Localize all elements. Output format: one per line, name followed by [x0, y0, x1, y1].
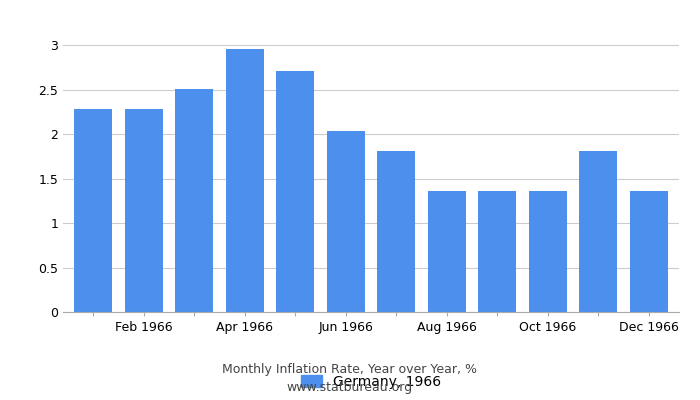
Bar	[580, 151, 617, 312]
Bar	[428, 191, 466, 312]
Bar	[226, 49, 264, 312]
Bar	[327, 131, 365, 312]
Bar	[276, 71, 314, 312]
Bar	[175, 89, 214, 312]
Bar	[528, 191, 567, 312]
Text: www.statbureau.org: www.statbureau.org	[287, 382, 413, 394]
Bar	[630, 191, 668, 312]
Bar	[377, 151, 415, 312]
Bar	[74, 109, 112, 312]
Text: Monthly Inflation Rate, Year over Year, %: Monthly Inflation Rate, Year over Year, …	[223, 364, 477, 376]
Bar	[125, 109, 162, 312]
Bar	[478, 191, 516, 312]
Legend: Germany, 1966: Germany, 1966	[295, 369, 447, 394]
